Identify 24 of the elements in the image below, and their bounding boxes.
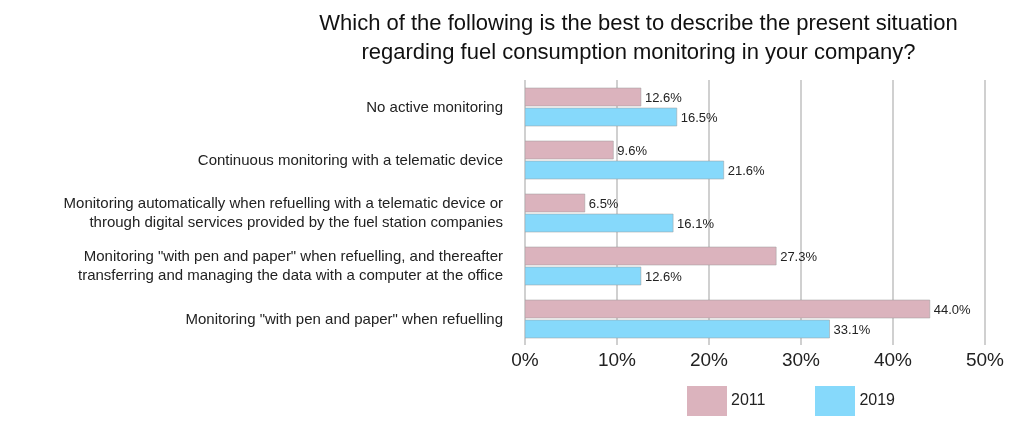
legend-label: 2011	[731, 391, 766, 409]
chart-title: Which of the following is the best to describe the present situation regarding fuel consumption monitoring in your company?	[318, 9, 959, 66]
x-tick-label: 40%	[873, 349, 913, 371]
data-label: 12.6%	[644, 269, 683, 284]
data-label: 44.0%	[933, 302, 972, 317]
data-label: 9.6%	[617, 143, 648, 158]
data-label: 12.6%	[644, 90, 683, 105]
y-tick-label: Monitoring "with pen and paper" when refuelling	[185, 309, 503, 327]
data-label: 27.3%	[780, 249, 818, 264]
y-tick-label: Monitoring "with pen and paper" when refuelling, and thereafter transferring and managing the data with a computer at the office	[78, 247, 503, 283]
x-tick-label: 30%	[781, 349, 821, 371]
data-label: 16.5%	[680, 110, 719, 125]
y-tick-label: Monitoring automatically when refuelling with a telematic device or through digital services provided by the fuel station companies	[63, 194, 503, 230]
x-tick-label: 20%	[689, 349, 729, 371]
y-tick-label: No active monitoring	[366, 97, 503, 115]
data-label: 21.6%	[727, 163, 766, 178]
y-tick-label: Continuous monitoring with a telematic device	[197, 150, 503, 168]
data-label: 16.1%	[677, 216, 715, 231]
x-tick-label: 50%	[965, 349, 1005, 371]
x-tick-label: 0%	[511, 349, 539, 371]
data-label: 33.1%	[833, 322, 871, 337]
legend-label: 2019	[859, 391, 895, 409]
x-tick-label: 10%	[597, 349, 637, 371]
data-label: 6.5%	[588, 196, 619, 211]
